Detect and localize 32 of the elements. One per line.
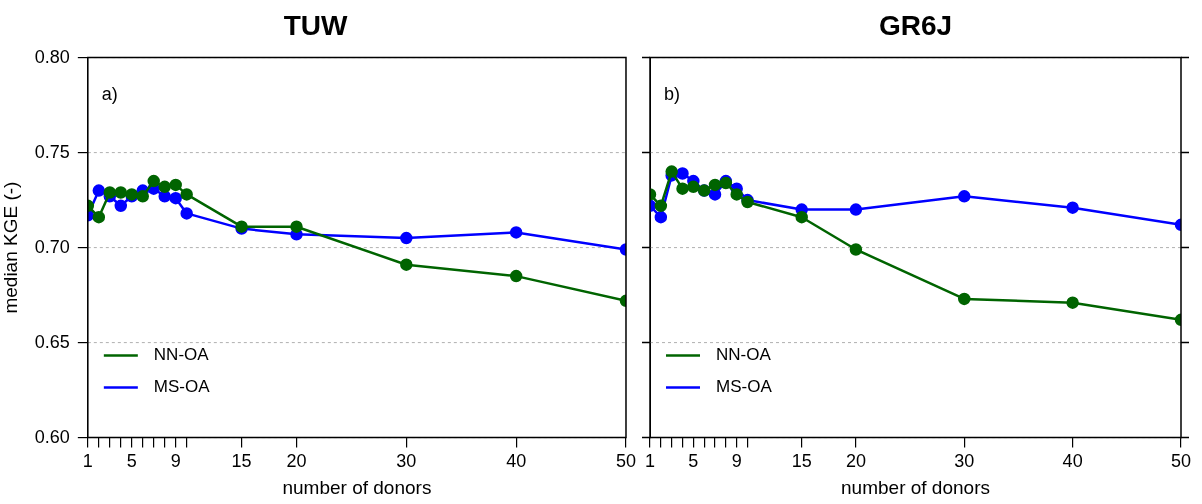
chart-title: GR6J [878,9,953,41]
legend-label: NN-OA [716,345,772,365]
y-tick-label: 0.65 [34,331,70,352]
chart-title: TUW [283,9,348,41]
y-axis-title: median KGE (-) [0,181,21,314]
y-tick-label: 0.80 [34,46,70,67]
annotation: b) [664,83,681,104]
x-tick-label: 50 [615,451,636,472]
x-tick-label: 50 [1170,451,1192,472]
legend-label: NN-OA [153,345,210,365]
x-tick-label: 30 [396,451,417,472]
x-tick-label: 15 [791,451,812,472]
x-tick-label: 5 [688,451,699,472]
x-tick-label: 1 [644,451,656,472]
x-tick-label: 30 [954,451,975,472]
x-axis-title: number of donors [282,476,432,498]
y-tick-label: 0.70 [34,236,70,257]
x-axis-title: number of donors [841,476,990,498]
annotation: a) [101,83,118,104]
y-tick-label: 0.75 [34,141,70,162]
legend-label: MS-OA [716,377,773,397]
x-tick-label: 9 [731,451,742,472]
x-tick-label: 40 [1062,451,1083,472]
x-tick-label: 20 [286,451,307,472]
x-tick-label: 1 [82,451,93,472]
legend-label: MS-OA [153,377,211,397]
x-tick-label: 20 [845,451,866,472]
x-tick-label: 5 [126,451,137,472]
x-tick-label: 15 [231,451,252,472]
x-tick-label: 9 [170,451,181,472]
y-tick-label: 0.60 [34,426,70,447]
x-tick-label: 40 [506,451,527,472]
